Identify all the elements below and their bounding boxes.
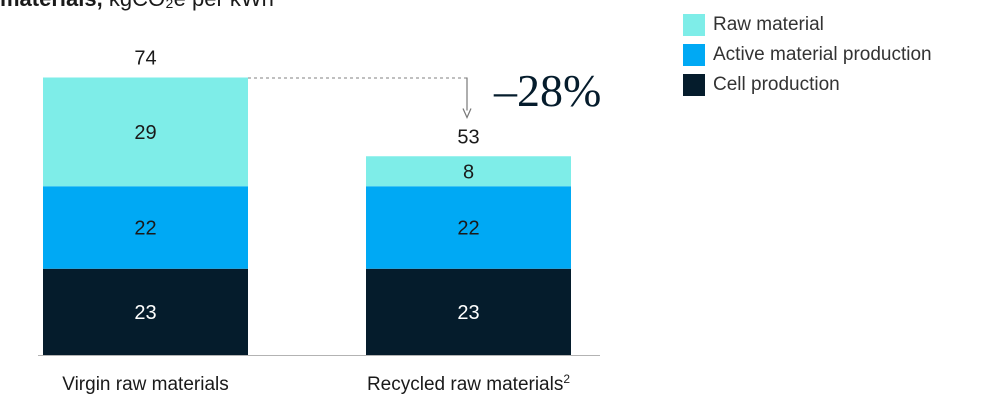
bar-active-material-production-virgin-raw-materials — [43, 186, 248, 269]
category-label-virgin-raw-materials: Virgin raw materials — [62, 374, 228, 394]
legend-item-cell-production: Cell production — [683, 70, 932, 100]
legend-item-active-material-production: Active material production — [683, 40, 932, 70]
chart-title-bold: materials, — [0, 0, 103, 11]
bar-raw-material-virgin-raw-materials — [43, 77, 248, 187]
bar-cell-production-virgin-raw-materials — [43, 268, 248, 355]
legend-label-raw-material: Raw material — [713, 14, 824, 35]
data-label-active-material-production-recycled-raw-materials: 22 — [457, 218, 479, 240]
bar-active-material-production-recycled-raw-materials — [366, 186, 571, 269]
data-label-cell-production-recycled-raw-materials: 23 — [457, 302, 479, 324]
legend-swatch-cell-production — [683, 74, 705, 96]
category-footnote-recycled-raw-materials: 2 — [563, 372, 570, 386]
category-label-recycled-raw-materials: Recycled raw materials2 — [367, 372, 570, 394]
legend-swatch-active-material-production — [683, 44, 705, 66]
legend-label-active-material-production: Active material production — [713, 44, 932, 65]
data-label-active-material-production-virgin-raw-materials: 22 — [134, 218, 156, 240]
legend-label-cell-production: Cell production — [713, 74, 840, 95]
data-label-raw-material-recycled-raw-materials: 8 — [463, 161, 474, 183]
reduction-annotation: –28% — [493, 65, 601, 116]
reduction-arrow-head — [462, 108, 472, 119]
total-label-virgin-raw-materials: 74 — [134, 48, 156, 70]
legend-swatch-raw-material — [683, 14, 705, 36]
legend-item-raw-material: Raw material — [683, 10, 932, 40]
bar-raw-material-recycled-raw-materials — [366, 156, 571, 187]
chart-title-unit: kgCO₂e per kWh — [109, 0, 274, 11]
chart-title: materials, kgCO₂e per kWh — [0, 0, 274, 12]
data-label-cell-production-virgin-raw-materials: 23 — [134, 302, 156, 324]
legend: Raw material Active material production … — [683, 10, 932, 100]
data-label-raw-material-virgin-raw-materials: 29 — [134, 122, 156, 144]
bar-cell-production-recycled-raw-materials — [366, 268, 571, 355]
total-label-recycled-raw-materials: 53 — [457, 126, 479, 148]
